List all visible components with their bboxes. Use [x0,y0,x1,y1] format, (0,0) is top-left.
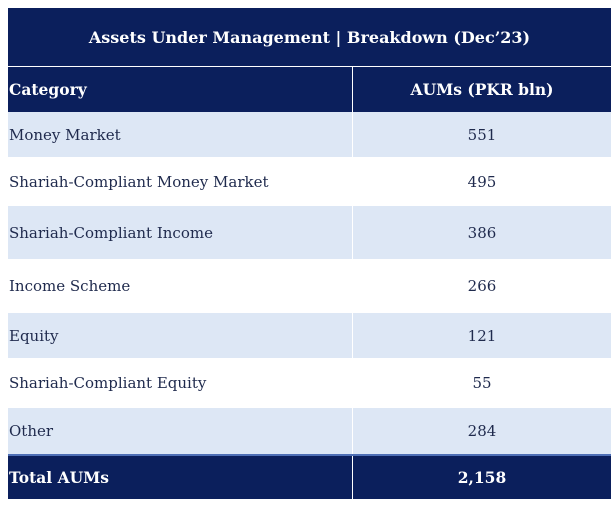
row-category: Shariah-Compliant Income [9,223,213,242]
row-category: Income Scheme [9,277,131,295]
row-value: 55 [352,358,611,408]
table-row-other: Other 284 [8,408,611,454]
table-total-row: Total AUMs 2,158 [8,454,611,499]
table-row-money-market: Money Market 551 [8,112,611,157]
table-row-income-scheme: Income Scheme 266 [8,259,611,313]
row-value: 121 [352,313,611,358]
row-category: Other [9,422,54,440]
row-value: 551 [352,112,611,157]
table-row-shariah-income: Shariah-Compliant Income 386 [8,206,611,259]
row-category: Shariah-Compliant Equity [9,374,207,392]
table-row-shariah-money-market: Shariah-Compliant Money Market 495 [8,157,611,206]
row-value: 284 [352,408,611,454]
row-category: Shariah-Compliant Money Market [9,172,269,191]
column-header-aums: AUMs (PKR bln) [352,67,611,112]
row-category: Money Market [9,125,121,144]
table-row-shariah-equity: Shariah-Compliant Equity 55 [8,358,611,408]
table-header-row: Category AUMs (PKR bln) [8,67,611,112]
row-category: Equity [9,326,59,345]
row-value: 386 [352,206,611,259]
column-header-category: Category [9,80,87,99]
total-label: Total AUMs [9,468,110,487]
row-value: 266 [352,259,611,313]
table-title: Assets Under Management | Breakdown (Dec… [8,8,611,67]
table-row-equity: Equity 121 [8,313,611,358]
row-value: 495 [352,157,611,206]
total-value: 2,158 [352,456,611,499]
aum-table: Assets Under Management | Breakdown (Dec… [8,8,611,499]
